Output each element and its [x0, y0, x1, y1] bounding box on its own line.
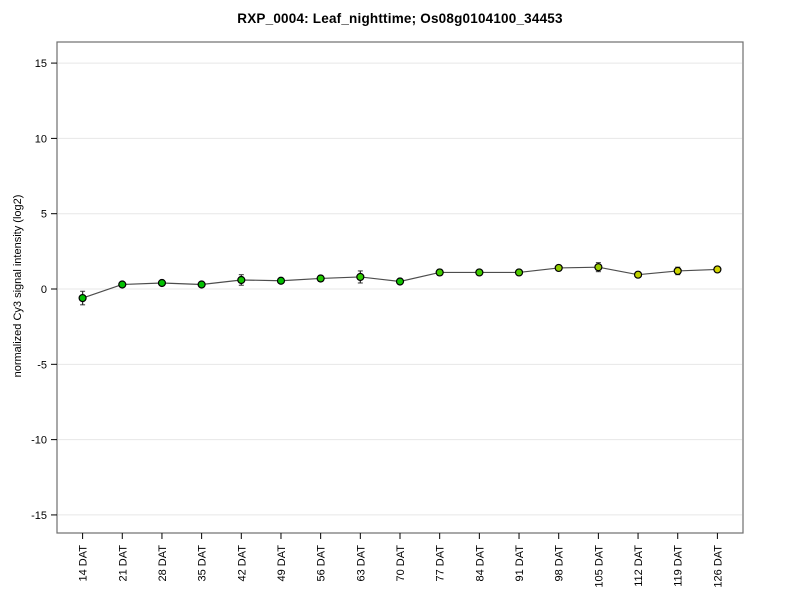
data-point: [713, 265, 722, 274]
data-point: [594, 263, 603, 272]
data-point: [316, 274, 325, 283]
x-tick-label: 91 DAT: [514, 545, 526, 582]
x-tick-label: 28 DAT: [157, 545, 169, 582]
x-tick-label: 63 DAT: [355, 545, 367, 582]
data-point: [514, 268, 524, 277]
data-point: [157, 278, 167, 288]
data-point: [475, 268, 484, 277]
x-tick-label: 77 DAT: [435, 545, 447, 582]
x-tick-label: 70 DAT: [395, 545, 407, 582]
data-point: [197, 280, 206, 289]
y-tick-label: 15: [35, 58, 47, 70]
y-tick-label: 10: [35, 133, 47, 145]
x-tick-label: 56 DAT: [316, 545, 328, 582]
x-tick-label: 112 DAT: [633, 545, 645, 587]
data-point: [633, 270, 643, 279]
x-tick-label: 42 DAT: [236, 545, 248, 582]
data-point: [356, 272, 365, 282]
x-tick-label: 126 DAT: [712, 545, 724, 588]
y-tick-label: -10: [31, 435, 47, 447]
x-tick-label: 105 DAT: [593, 545, 605, 588]
x-tick-label: 21 DAT: [117, 545, 129, 582]
data-point: [435, 268, 444, 277]
data-point: [118, 280, 127, 289]
y-tick-label: -15: [31, 510, 47, 522]
data-point: [673, 266, 682, 276]
data-point: [237, 275, 246, 285]
x-tick-label: 35 DAT: [197, 545, 209, 582]
data-point: [276, 276, 286, 285]
y-tick-label: 5: [41, 209, 47, 221]
data-point: [554, 263, 563, 273]
y-tick-label: 0: [41, 284, 47, 296]
data-point: [395, 277, 405, 286]
x-tick-label: 84 DAT: [474, 545, 486, 582]
x-tick-label: 14 DAT: [78, 545, 90, 582]
chart-title: RXP_0004: Leaf_nighttime; Os08g0104100_3…: [237, 11, 563, 26]
x-tick-label: 119 DAT: [673, 545, 685, 587]
x-tick-label: 98 DAT: [554, 545, 566, 582]
x-tick-label: 49 DAT: [276, 545, 288, 582]
data-point: [78, 293, 87, 303]
plot-frame: [56, 41, 744, 534]
y-tick-label: -5: [37, 359, 47, 371]
